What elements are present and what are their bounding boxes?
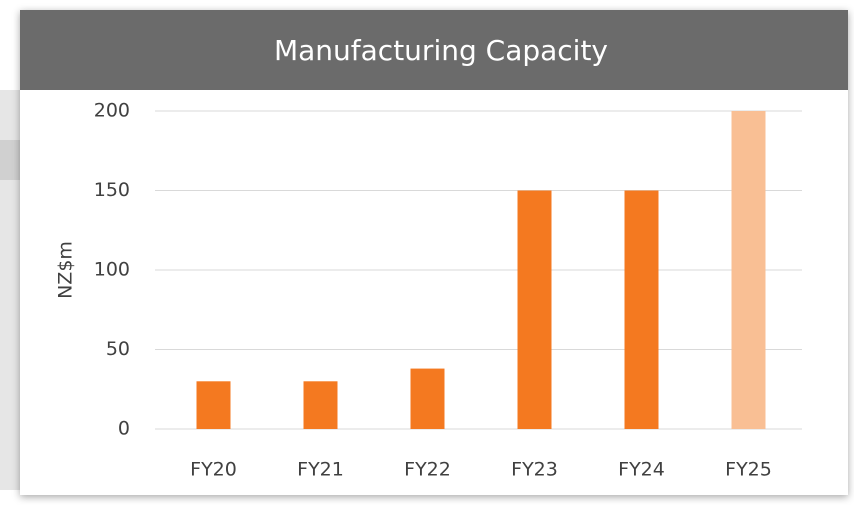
title-bar [20,10,848,90]
y-tick-label: 50 [106,338,130,360]
side-band [0,140,20,180]
x-tick-label: FY23 [511,459,558,481]
bar [410,368,445,429]
x-tick-label: FY25 [725,459,772,481]
side-panel [0,90,20,490]
y-tick-label: 100 [94,259,130,281]
bar [196,381,231,429]
chart-title: Manufacturing Capacity [274,34,608,67]
x-tick-label: FY20 [190,459,237,481]
y-tick-label: 0 [118,418,130,440]
x-tick-label: FY21 [297,459,344,481]
y-axis-label: NZ$m [55,241,77,299]
x-tick-label: FY24 [618,459,665,481]
bar [517,190,552,429]
bar [624,190,659,429]
bar [731,111,766,429]
y-tick-label: 200 [94,100,130,122]
y-tick-label: 150 [94,179,130,201]
x-tick-label: FY22 [404,459,451,481]
bar [303,381,338,429]
